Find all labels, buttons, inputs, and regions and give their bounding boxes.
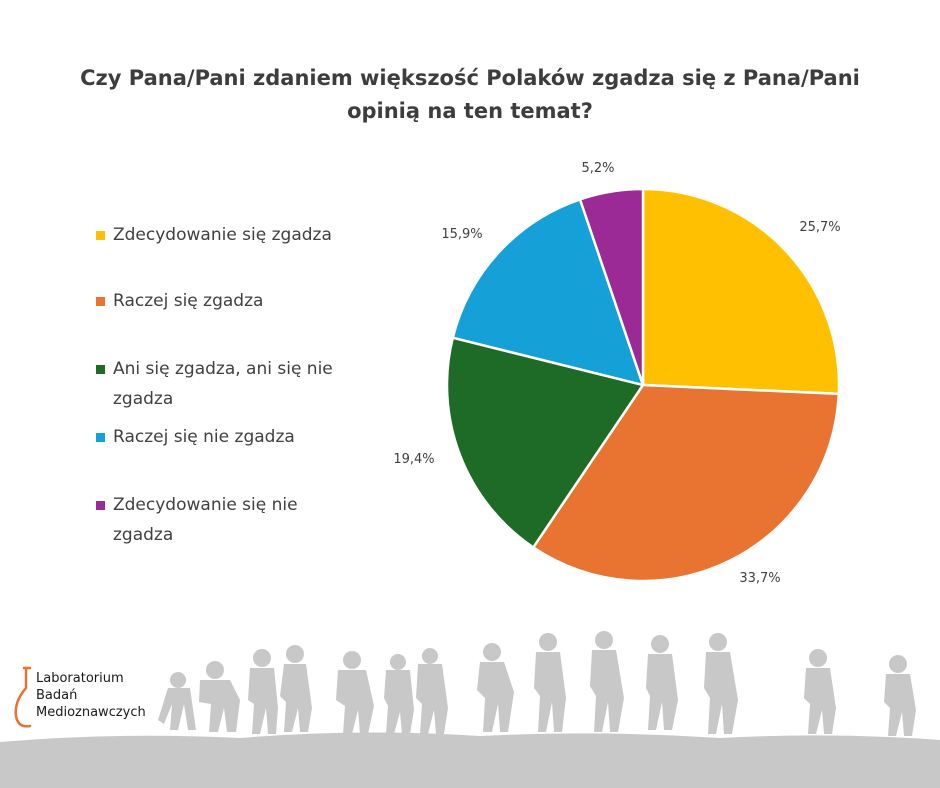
legend-label: Raczej się zgadza (113, 291, 264, 311)
slice-value-label: 15,9% (441, 227, 482, 242)
legend-label: Raczej się nie zgadza (113, 427, 295, 447)
legend-label: zgadza (113, 389, 174, 409)
pie-slice (578, 187, 645, 387)
slice-value-label: 25,7% (799, 220, 840, 235)
lab-logo: Laboratorium Badań Medioznawczych (12, 660, 162, 740)
legend-label: Zdecydowanie się nie (113, 495, 298, 515)
legend-item: Zdecydowanie się nie zgadza (96, 490, 366, 550)
pie-slice (641, 187, 841, 396)
legend-label: Ani się zgadza, ani się nie (113, 359, 333, 379)
soldiers-silhouette-decoration (0, 631, 940, 788)
slice-value-label: 33,7% (739, 571, 780, 586)
slice-value-label: 5,2% (581, 161, 614, 176)
legend-swatch (96, 433, 105, 442)
legend-item: Ani się zgadza, ani się nie zgadza (96, 354, 366, 414)
logo-line-1: Laboratorium (36, 671, 124, 686)
slice-value-label: 19,4% (393, 452, 434, 467)
chart-title: Czy Pana/Pani zdaniem większość Polaków … (80, 66, 860, 123)
legend-label: Zdecydowanie się zgadza (113, 225, 332, 245)
pie-slice (531, 383, 841, 583)
pie-chart: 25,7% 33,7% 19,4% 15,9% 5,2% (393, 161, 841, 586)
legend-item: Raczej się nie zgadza (96, 422, 366, 452)
legend-label: zgadza (113, 525, 174, 545)
legend-item: Zdecydowanie się zgadza (96, 220, 366, 250)
logo-line-3: Medioznawczych (36, 705, 146, 720)
pie-slice (445, 336, 645, 549)
legend-swatch (96, 501, 105, 510)
legend-item: Raczej się zgadza (96, 286, 366, 316)
legend-swatch (96, 297, 105, 306)
logo-line-2: Badań (36, 688, 78, 703)
legend-swatch (96, 365, 105, 374)
flask-outline-icon (14, 666, 32, 728)
legend-swatch (96, 231, 105, 240)
